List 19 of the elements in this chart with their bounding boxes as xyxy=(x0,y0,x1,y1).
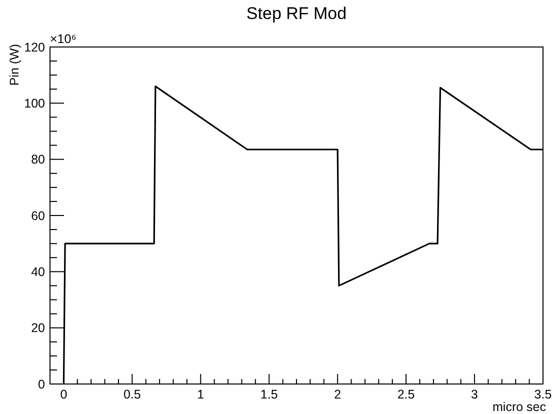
chart-title: Step RF Mod xyxy=(246,4,347,23)
y-tick-label: 120 xyxy=(24,40,46,54)
text: ×10⁶ xyxy=(50,32,76,46)
y-tick-label: 40 xyxy=(31,265,46,280)
x-tick-label: 0 xyxy=(60,387,68,402)
y-tick-label: 80 xyxy=(31,152,46,167)
x-tick-label: 3 xyxy=(471,387,478,402)
y-tick-label: 100 xyxy=(24,96,46,111)
y-axis-title: Pin (W) xyxy=(7,44,22,86)
x-tick-label: 1.5 xyxy=(260,387,278,402)
x-tick-label: 2 xyxy=(334,387,342,402)
x-tick-label: 0.5 xyxy=(123,387,141,402)
x-axis-title: micro sec xyxy=(492,400,546,414)
y-tick-label: 20 xyxy=(31,321,46,336)
x-tick-label: 2.5 xyxy=(397,387,415,402)
x-tick-label: 3.5 xyxy=(534,387,552,402)
y-tick-label: 0 xyxy=(38,377,46,392)
x-tick-label: 1 xyxy=(197,387,204,402)
y-tick-label: 60 xyxy=(31,208,46,223)
